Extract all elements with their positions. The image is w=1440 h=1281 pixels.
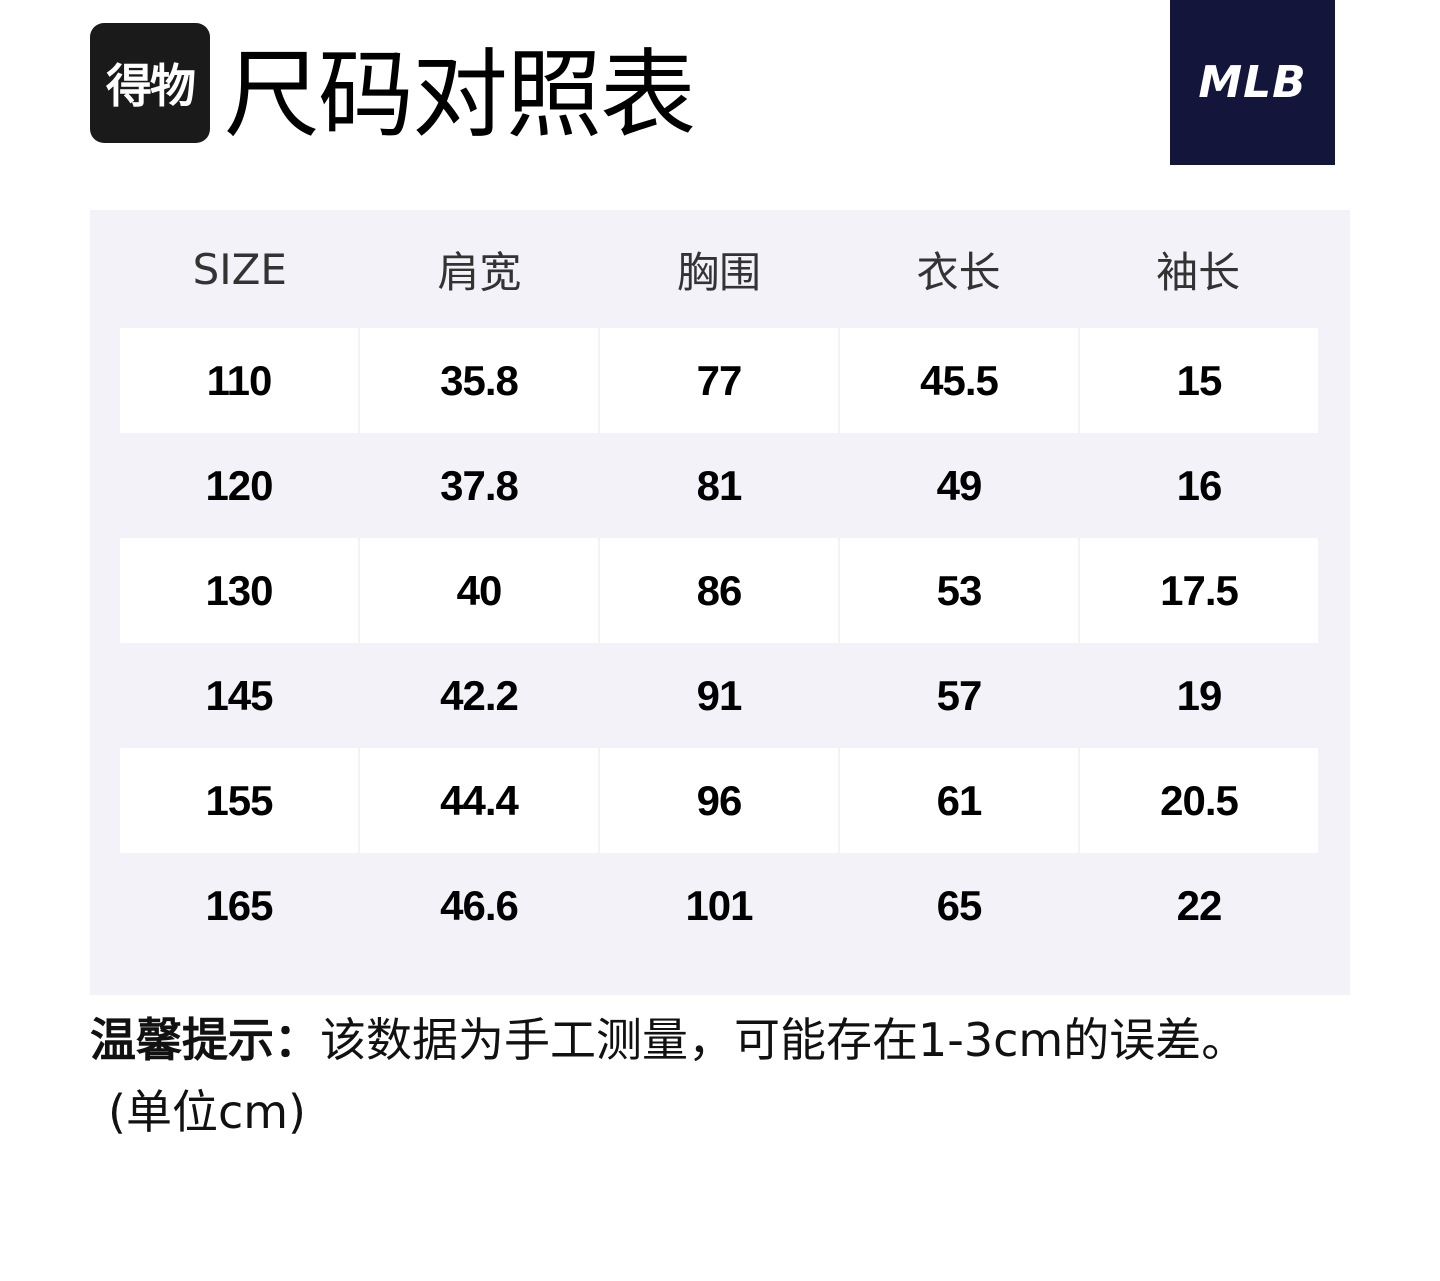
cell-chest: 86: [600, 538, 838, 643]
cell-sleeve: 19: [1176, 671, 1223, 719]
cell-shoulder: 37.8: [440, 461, 519, 509]
cell-chest: 101: [685, 881, 753, 929]
cell-length: 45.5: [840, 328, 1078, 433]
cell-sleeve: 22: [1176, 881, 1223, 929]
page-title: 尺码对照表: [224, 39, 696, 151]
size-chart-table: SIZE 肩宽 胸围 衣长 袖长 110 35.8 77 45.5 15 120…: [90, 210, 1350, 995]
cell-shoulder: 46.6: [440, 881, 519, 929]
cell-sleeve: 20.5: [1080, 748, 1318, 853]
column-header-chest: 胸围: [676, 247, 761, 297]
tip-label: 温馨提示：: [90, 1013, 320, 1067]
cell-shoulder: 44.4: [360, 748, 598, 853]
table-row: 130 40 86 53 17.5: [120, 538, 1318, 643]
cell-chest: 81: [696, 461, 743, 509]
cell-length: 53: [840, 538, 1078, 643]
table-row: 145 42.2 91 57 19: [120, 643, 1318, 748]
cell-size: 110: [120, 328, 358, 433]
cell-size: 130: [120, 538, 358, 643]
measurement-tip: 温馨提示：该数据为手工测量，可能存在1-3cm的误差。: [90, 1010, 1247, 1070]
cell-sleeve: 17.5: [1080, 538, 1318, 643]
table-row: 165 46.6 101 65 22: [120, 853, 1318, 958]
cell-length: 65: [936, 881, 983, 929]
cell-length: 57: [936, 671, 983, 719]
unit-note: (单位cm): [108, 1085, 306, 1139]
tip-text: 该数据为手工测量，可能存在1-3cm的误差。: [320, 1013, 1248, 1067]
column-header-shoulder: 肩宽: [437, 247, 522, 297]
app-logo-text: 得物: [106, 59, 196, 113]
cell-size: 120: [205, 461, 273, 509]
table-row: 155 44.4 96 61 20.5: [120, 748, 1318, 853]
column-header-size: SIZE: [192, 244, 287, 294]
mlb-brand-logo: MLB: [1170, 0, 1335, 165]
cell-size: 155: [120, 748, 358, 853]
cell-length: 49: [936, 461, 983, 509]
cell-shoulder: 35.8: [360, 328, 598, 433]
cell-chest: 96: [600, 748, 838, 853]
cell-shoulder: 42.2: [440, 671, 519, 719]
table-row: 110 35.8 77 45.5 15: [120, 328, 1318, 433]
table-row: 120 37.8 81 49 16: [120, 433, 1318, 538]
cell-size: 145: [205, 671, 273, 719]
column-header-sleeve: 袖长: [1156, 247, 1241, 297]
brand-logo-text: MLB: [1198, 57, 1307, 108]
cell-chest: 91: [696, 671, 743, 719]
cell-size: 165: [205, 881, 273, 929]
cell-chest: 77: [600, 328, 838, 433]
cell-length: 61: [840, 748, 1078, 853]
dewu-app-logo: 得物: [90, 23, 210, 143]
cell-sleeve: 15: [1080, 328, 1318, 433]
table-header-row: SIZE 肩宽 胸围 衣长 袖长: [120, 210, 1318, 328]
cell-shoulder: 40: [360, 538, 598, 643]
cell-sleeve: 16: [1176, 461, 1223, 509]
column-header-length: 衣长: [916, 247, 1001, 297]
